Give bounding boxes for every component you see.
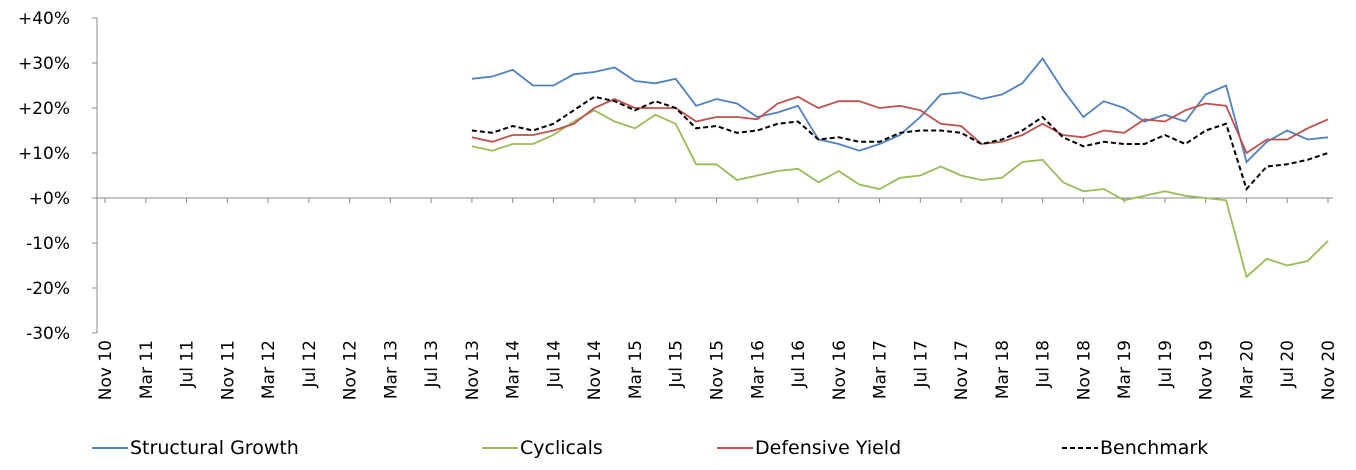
x-tick-label: Nov 14 [585,340,605,400]
x-tick-label: Nov 15 [708,340,728,400]
x-tick-label: Nov 13 [463,340,483,400]
series-line [471,109,1329,279]
x-tick-label: Nov 17 [952,340,972,400]
x-tick-label: Jul 17 [911,340,931,389]
y-tick-label: +10% [18,144,70,164]
x-tick-label: Mar 18 [993,340,1013,399]
x-tick-label: Mar 14 [504,340,524,399]
y-tick-label: +20% [18,99,70,119]
series-line [471,95,1329,155]
series-line [471,56,1329,164]
x-tick-label: Mar 19 [1115,340,1135,399]
x-tick-label: Mar 13 [381,340,401,399]
legend-label: Structural Growth [130,437,299,459]
x-tick-label: Jul 11 [178,340,198,389]
x-tick-label: Mar 16 [748,340,768,399]
x-tick-label: Mar 20 [1237,340,1257,399]
x-tick-label: Jul 13 [422,340,442,389]
x-tick-label: Nov 19 [1197,340,1217,400]
x-tick-label: Jul 16 [789,340,809,389]
y-tick-label: -10% [26,234,70,254]
x-tick-label: Jul 15 [667,340,687,389]
x-tick-label: Nov 12 [341,340,361,400]
y-tick-label: +0% [29,189,70,209]
y-tick-label: +40% [18,9,70,29]
y-tick-label: -20% [26,279,70,299]
y-tick-label: +30% [18,54,70,74]
legend-label: Cyclicals [520,437,603,459]
x-tick-label: Mar 12 [259,340,279,399]
x-tick-label: Jul 14 [544,340,564,389]
x-tick-label: Nov 16 [830,340,850,400]
x-tick-label: Mar 15 [626,340,646,399]
x-tick-label: Nov 10 [96,340,116,400]
x-tick-label: Jul 20 [1278,340,1298,389]
x-tick-label: Mar 17 [871,340,891,399]
x-tick-label: Nov 20 [1319,340,1339,400]
x-tick-label: Nov 11 [218,340,238,400]
x-tick-label: Mar 11 [137,340,157,399]
legend-label: Defensive Yield [755,437,901,459]
y-tick-label: -30% [26,324,70,344]
series-line [471,95,1329,191]
x-tick-label: Jul 12 [300,340,320,389]
legend-label: Benchmark [1100,437,1208,459]
x-tick-label: Jul 18 [1034,340,1054,389]
x-tick-label: Jul 19 [1156,340,1176,389]
x-tick-label: Nov 18 [1074,340,1094,400]
